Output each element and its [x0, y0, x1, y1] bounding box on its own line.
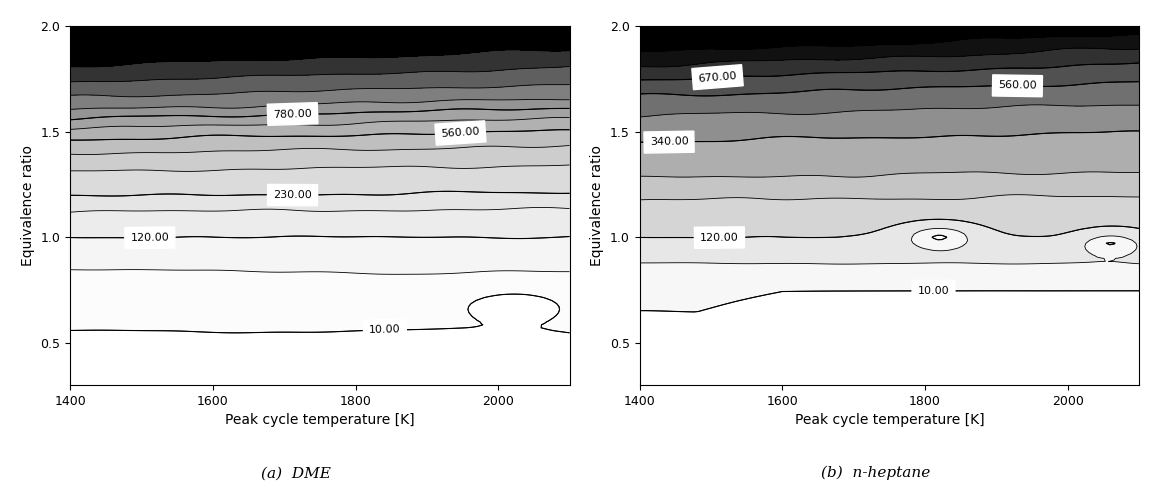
Text: 230.00: 230.00 [273, 190, 312, 200]
Text: 10.00: 10.00 [369, 325, 401, 335]
Y-axis label: Equivalence ratio: Equivalence ratio [590, 145, 604, 266]
Text: 560.00: 560.00 [998, 80, 1037, 91]
X-axis label: Peak cycle temperature [K]: Peak cycle temperature [K] [795, 414, 984, 428]
Text: 560.00: 560.00 [441, 127, 480, 139]
Text: (b)  n-heptane: (b) n-heptane [821, 466, 930, 480]
Text: 120.00: 120.00 [699, 232, 739, 243]
Y-axis label: Equivalence ratio: Equivalence ratio [21, 145, 35, 266]
X-axis label: Peak cycle temperature [K]: Peak cycle temperature [K] [225, 414, 414, 428]
Text: (a)  DME: (a) DME [261, 466, 331, 480]
Text: 780.00: 780.00 [273, 108, 312, 120]
Text: 670.00: 670.00 [698, 71, 738, 84]
Text: 10.00: 10.00 [918, 286, 949, 296]
Text: 120.00: 120.00 [130, 232, 169, 243]
Text: 340.00: 340.00 [650, 137, 689, 147]
